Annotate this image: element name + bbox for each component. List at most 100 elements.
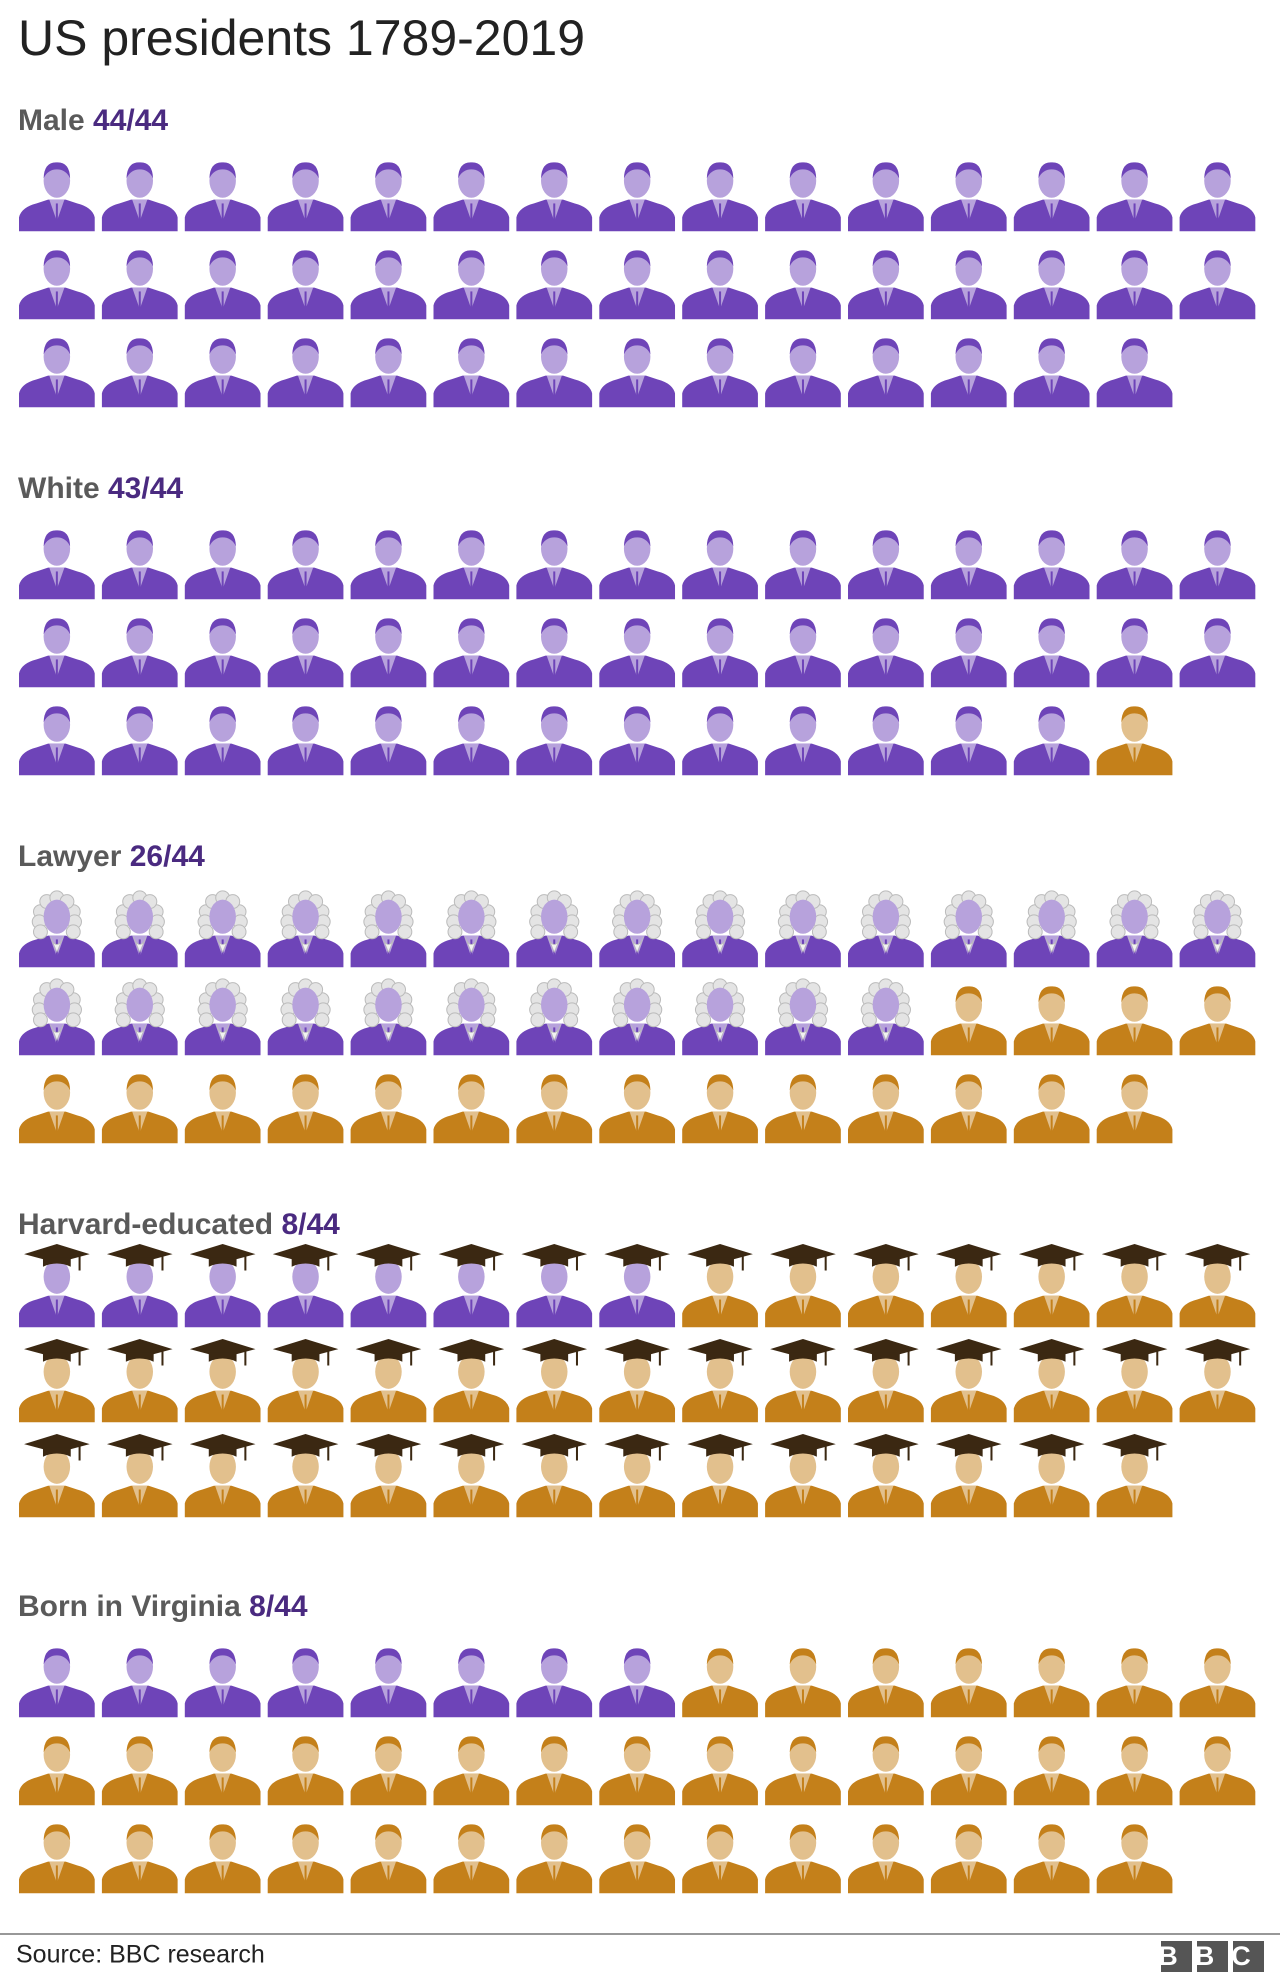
icon-other	[1096, 1074, 1173, 1144]
head	[872, 1449, 900, 1484]
head	[1204, 1737, 1231, 1772]
hair	[292, 250, 319, 267]
icon-highlighted	[184, 338, 261, 408]
head	[623, 1737, 651, 1772]
icon-highlighted	[1179, 162, 1256, 232]
head	[872, 1825, 900, 1860]
icon-other	[1096, 1339, 1173, 1423]
icon-shape	[599, 1648, 676, 1718]
icon-shape	[930, 1824, 1007, 1894]
mortarboard	[1018, 1434, 1085, 1453]
hair	[706, 1074, 734, 1091]
head	[623, 619, 651, 654]
head	[458, 1449, 485, 1484]
head	[789, 531, 817, 566]
icon-highlighted	[930, 706, 1007, 776]
wig-curl	[1143, 924, 1159, 940]
icon-shape	[1013, 706, 1090, 776]
icon-shape	[765, 162, 841, 232]
hair	[789, 530, 817, 547]
head	[789, 1737, 817, 1772]
jabot	[1127, 936, 1142, 954]
hair	[706, 1736, 734, 1753]
icon-other	[1013, 1434, 1090, 1518]
hair	[292, 338, 319, 355]
hair	[126, 618, 154, 635]
head	[541, 1649, 568, 1684]
icon-shape	[516, 1824, 593, 1894]
wig-curl	[1193, 924, 1209, 940]
wig-curl	[530, 1012, 546, 1028]
mortarboard	[853, 1244, 919, 1263]
icon-shape	[765, 250, 841, 320]
icon-shape	[599, 530, 676, 600]
head	[541, 251, 568, 286]
icon-shape	[930, 1244, 1007, 1328]
icon-other	[599, 1736, 676, 1806]
icon-shape	[184, 618, 261, 688]
head	[706, 1354, 734, 1389]
hair	[209, 1648, 236, 1665]
icon-shape	[516, 890, 593, 968]
icon-shape	[516, 618, 593, 688]
mortarboard	[272, 1434, 339, 1453]
icon-shape	[19, 706, 95, 776]
icon-shape	[19, 1648, 95, 1718]
hair	[1038, 1824, 1065, 1841]
icon-shape	[848, 1434, 924, 1518]
icon-shape	[848, 338, 924, 408]
panel-heading: Born in Virginia 8/44	[18, 1590, 308, 1623]
hair	[1038, 706, 1065, 723]
head	[209, 531, 236, 566]
icon-highlighted	[433, 978, 510, 1056]
icon-highlighted	[433, 618, 510, 688]
hair	[209, 706, 236, 723]
jabot	[215, 936, 230, 954]
mortarboard	[853, 1339, 919, 1358]
hair	[872, 162, 900, 179]
hair	[375, 162, 402, 179]
wig-curl	[314, 1012, 330, 1028]
cap-band	[540, 1447, 569, 1457]
hair	[789, 1736, 817, 1753]
icon-other	[1096, 1648, 1173, 1718]
icon-other	[930, 1434, 1007, 1518]
icon-highlighted	[101, 250, 178, 320]
hair	[789, 250, 817, 267]
head	[623, 1449, 651, 1484]
hair	[623, 618, 651, 635]
hair	[126, 1074, 154, 1091]
head	[292, 251, 319, 286]
head	[623, 251, 651, 286]
icon-other	[930, 1736, 1007, 1806]
head	[375, 339, 402, 374]
hair	[292, 1648, 319, 1665]
cap-band	[125, 1257, 154, 1267]
icon-other	[19, 1074, 95, 1144]
hair	[1121, 1074, 1148, 1091]
icon-highlighted	[433, 890, 510, 968]
icon-other	[516, 1736, 593, 1806]
icon-shape	[19, 1434, 95, 1518]
hair	[1121, 162, 1148, 179]
head	[126, 1649, 154, 1684]
hair	[375, 1074, 402, 1091]
icon-other	[682, 1736, 758, 1806]
head	[955, 531, 983, 566]
icon-highlighted	[1096, 890, 1173, 968]
head	[623, 1825, 651, 1860]
icon-highlighted	[101, 1648, 178, 1718]
hair	[43, 1736, 71, 1753]
icon-other	[433, 1824, 510, 1894]
head	[955, 163, 983, 198]
icon-highlighted	[1179, 250, 1256, 320]
panel-value-label: 26/44	[130, 840, 205, 873]
icon-shape	[184, 1339, 261, 1423]
head	[541, 1354, 568, 1389]
wig-curl	[148, 1012, 164, 1028]
icon-highlighted	[682, 618, 758, 688]
icon-highlighted	[1013, 706, 1090, 776]
icon-shape	[930, 618, 1007, 688]
hair	[872, 338, 900, 355]
icon-highlighted	[267, 338, 344, 408]
